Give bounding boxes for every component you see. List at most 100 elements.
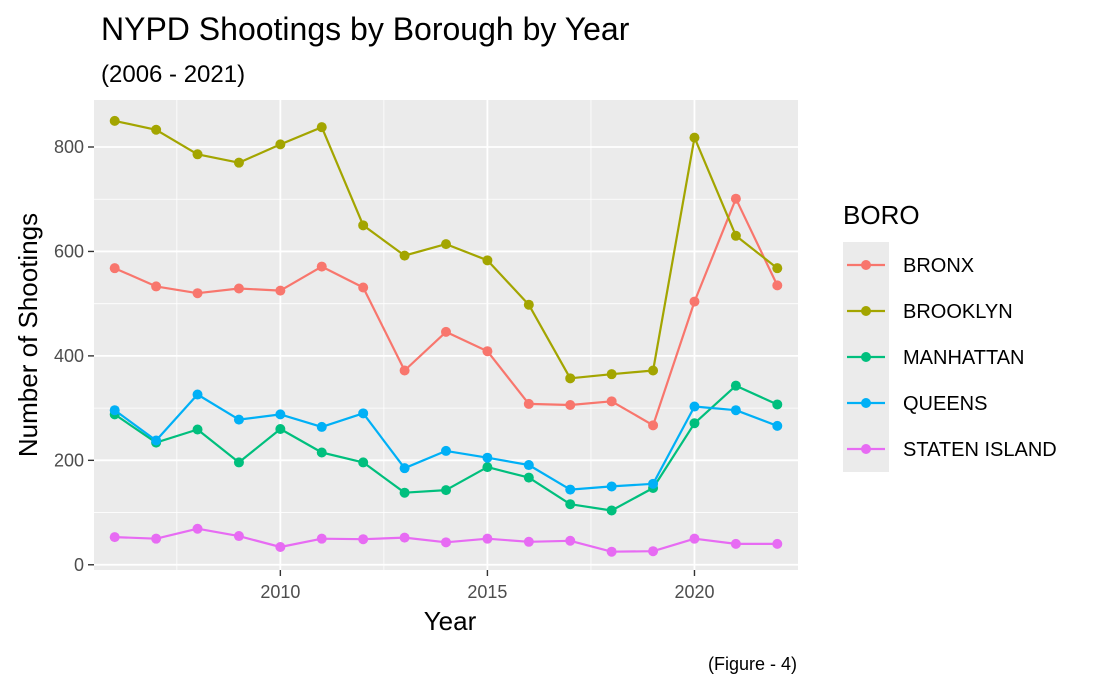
data-point-staten-island	[730, 538, 741, 549]
data-point-staten-island	[275, 542, 286, 553]
data-point-brooklyn	[358, 220, 369, 231]
data-point-staten-island	[565, 535, 576, 546]
data-point-manhattan	[316, 447, 327, 458]
legend-point-staten-island	[861, 444, 871, 454]
data-point-bronx	[358, 282, 369, 293]
data-point-bronx	[648, 420, 659, 431]
data-point-staten-island	[523, 536, 534, 547]
data-point-bronx	[606, 396, 617, 407]
data-point-staten-island	[482, 533, 493, 544]
data-point-bronx	[151, 281, 162, 292]
grid	[94, 100, 798, 570]
data-point-bronx	[316, 261, 327, 272]
data-point-staten-island	[358, 534, 369, 545]
data-point-queens	[316, 421, 327, 432]
data-point-queens	[109, 405, 120, 416]
data-point-bronx	[192, 288, 203, 299]
legend-label-brooklyn: BROOKLYN	[903, 301, 1013, 323]
data-point-queens	[606, 481, 617, 492]
data-point-queens	[565, 484, 576, 495]
y-tick-label: 800	[54, 137, 84, 157]
y-tick-label: 200	[54, 450, 84, 470]
data-point-manhattan	[441, 485, 451, 496]
data-point-staten-island	[689, 533, 700, 544]
legend-point-brooklyn	[861, 306, 871, 316]
data-point-queens	[233, 414, 244, 425]
figure-caption: (Figure - 4)	[708, 654, 797, 674]
data-point-staten-island	[192, 523, 203, 534]
data-point-brooklyn	[523, 299, 534, 310]
data-point-manhattan	[358, 457, 369, 468]
y-tick-label: 0	[74, 555, 84, 575]
data-point-manhattan	[730, 380, 741, 391]
data-point-brooklyn	[399, 250, 410, 261]
data-point-brooklyn	[606, 369, 617, 380]
data-point-bronx	[275, 285, 286, 296]
data-point-queens	[358, 408, 369, 419]
data-point-queens	[151, 435, 162, 446]
data-point-staten-island	[151, 533, 162, 544]
legend-label-manhattan: MANHATTAN	[903, 347, 1024, 369]
legend-label-bronx: BRONX	[903, 255, 974, 277]
data-point-brooklyn	[772, 263, 783, 274]
data-point-manhattan	[233, 457, 244, 468]
data-point-queens	[275, 409, 286, 420]
data-point-bronx	[523, 398, 534, 409]
data-point-manhattan	[565, 499, 576, 510]
data-point-bronx	[441, 326, 451, 337]
x-axis-title: Year	[424, 606, 477, 636]
data-point-manhattan	[689, 418, 700, 429]
data-point-bronx	[772, 280, 783, 291]
axes: 0 200 400 600 800 2010 2015 2020	[54, 137, 715, 602]
y-axis-title: Number of Shootings	[13, 213, 43, 457]
data-point-manhattan	[399, 487, 410, 498]
data-point-bronx	[565, 399, 576, 410]
data-point-manhattan	[192, 424, 203, 435]
data-point-brooklyn	[441, 239, 451, 250]
data-point-bronx	[482, 346, 493, 357]
data-point-staten-island	[399, 532, 410, 543]
data-point-queens	[648, 478, 659, 489]
legend-label-queens: QUEENS	[903, 393, 987, 415]
data-point-manhattan	[275, 424, 286, 434]
data-point-bronx	[399, 365, 410, 376]
data-point-staten-island	[648, 546, 659, 557]
data-point-staten-island	[233, 531, 244, 542]
data-point-queens	[482, 452, 493, 463]
data-point-staten-island	[772, 538, 783, 549]
legend-title: BORO	[843, 200, 920, 230]
data-point-brooklyn	[192, 149, 203, 160]
data-point-queens	[192, 389, 203, 400]
data-point-bronx	[109, 263, 120, 274]
y-tick-label: 600	[54, 241, 84, 261]
legend-label-staten-island: STATEN ISLAND	[903, 439, 1057, 461]
chart-subtitle: (2006 - 2021)	[101, 61, 245, 88]
chart-title: NYPD Shootings by Borough by Year	[101, 11, 630, 47]
data-point-staten-island	[606, 546, 617, 557]
series-queens	[109, 389, 783, 495]
series-brooklyn	[109, 115, 783, 384]
legend-item-manhattan: MANHATTAN	[843, 334, 1024, 380]
x-tick-label: 2010	[260, 582, 300, 602]
legend: BRONX BROOKLYN MANHATTAN QUEENS STATEN ISLAN…	[843, 242, 1057, 472]
data-point-brooklyn	[648, 365, 659, 376]
legend-item-staten-island: STATEN ISLAND	[843, 426, 1057, 472]
data-point-brooklyn	[730, 230, 741, 241]
data-point-staten-island	[109, 532, 120, 543]
data-point-queens	[730, 405, 741, 416]
data-point-queens	[772, 420, 783, 431]
legend-item-queens: QUEENS	[843, 380, 987, 426]
x-tick-label: 2020	[674, 582, 714, 602]
data-point-brooklyn	[275, 139, 286, 150]
data-point-brooklyn	[109, 115, 120, 126]
data-point-brooklyn	[316, 122, 327, 133]
series-staten-island	[109, 523, 783, 557]
legend-point-manhattan	[861, 352, 871, 362]
data-point-brooklyn	[233, 157, 244, 168]
data-point-bronx	[689, 296, 700, 307]
legend-point-bronx	[861, 260, 871, 270]
data-point-brooklyn	[565, 373, 576, 384]
series-bronx	[109, 193, 783, 431]
data-point-staten-island	[316, 533, 327, 544]
